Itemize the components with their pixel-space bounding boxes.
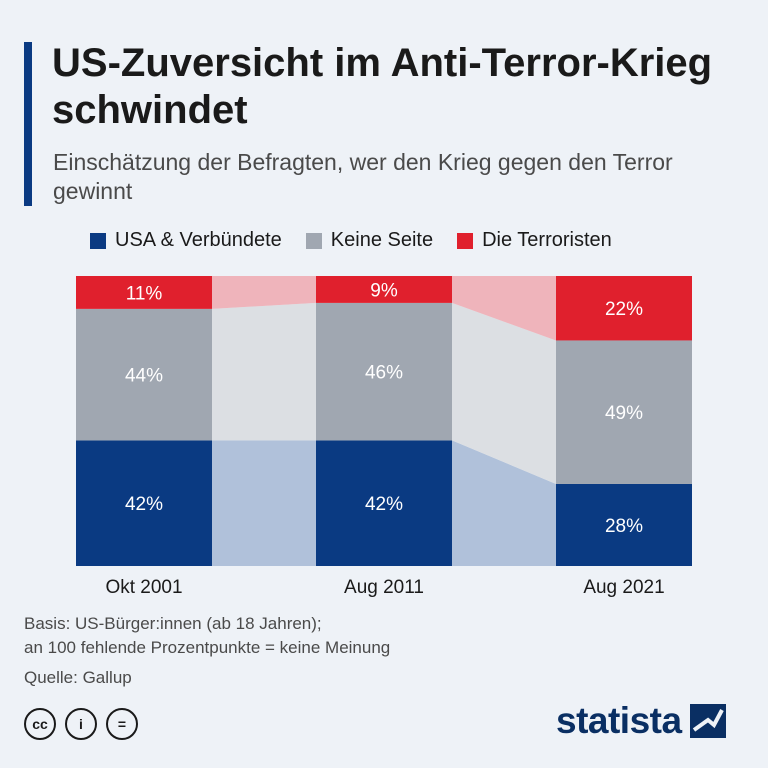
connector-band <box>452 276 556 341</box>
bar-segment <box>76 440 212 566</box>
by-icon[interactable]: i <box>65 708 97 740</box>
statista-logo[interactable]: statista <box>556 700 726 742</box>
x-tick-label: Aug 2021 <box>583 577 664 598</box>
chart-legend: USA & Verbündete Keine Seite Die Terrori… <box>90 229 636 252</box>
bar-segment <box>76 276 212 309</box>
connector-band <box>212 302 316 441</box>
title-accent-bar <box>24 42 32 206</box>
legend-label-keine-seite: Keine Seite <box>330 229 434 251</box>
bar-segment <box>316 440 452 566</box>
license-icons: cc i = <box>24 708 147 740</box>
legend-item-keine-seite: Keine Seite <box>305 229 434 252</box>
data-label: 11% <box>126 283 163 304</box>
connector-band <box>212 440 316 566</box>
bar-segment <box>76 308 212 441</box>
legend-label-terroristen: Die Terroristen <box>482 229 612 251</box>
legend-item-terroristen: Die Terroristen <box>457 229 612 252</box>
chart-footer: Basis: US-Bürger:innen (ab 18 Jahren); a… <box>24 612 390 690</box>
cc-icon[interactable]: cc <box>24 708 56 740</box>
bar-segment <box>556 340 692 484</box>
statista-logo-icon <box>689 704 726 738</box>
bar-segment <box>556 483 692 566</box>
legend-swatch-keine-seite <box>305 232 322 249</box>
bar-segment <box>316 302 452 441</box>
data-label: 49% <box>605 403 643 424</box>
data-label: 44% <box>125 366 163 387</box>
data-label: 9% <box>370 280 398 301</box>
data-label: 46% <box>365 363 403 384</box>
page-subtitle: Einschätzung der Befragten, wer den Krie… <box>53 149 673 204</box>
nd-icon[interactable]: = <box>106 708 138 740</box>
legend-swatch-usa <box>90 232 106 249</box>
data-label: 22% <box>605 299 643 320</box>
stacked-bar-chart: 42% 44% 11% Okt 2001 42% 46% 9% Aug 2011 28% 49% 2… <box>76 276 692 598</box>
legend-label-usa: USA & Verbündete <box>115 229 282 251</box>
page-title: US-Zuversicht im Anti-Terror-Krieg schwi… <box>52 41 713 132</box>
legend-swatch-terroristen <box>457 232 474 249</box>
legend-item-usa: USA & Verbündete <box>90 229 282 252</box>
data-label: 28% <box>605 516 643 537</box>
source-note: Quelle: Gallup <box>24 668 132 687</box>
bar-segment <box>316 276 452 303</box>
data-label: 42% <box>125 494 163 515</box>
logo-text: statista <box>556 700 682 741</box>
bar-segment <box>556 276 692 341</box>
footnote-missing: an 100 fehlende Prozentpunkte = keine Me… <box>24 638 391 657</box>
connector-band <box>452 302 556 484</box>
x-tick-label: Aug 2011 <box>344 577 424 598</box>
data-label: 42% <box>365 494 403 515</box>
connector-band <box>212 276 316 309</box>
connector-band <box>452 440 556 566</box>
x-tick-label: Okt 2001 <box>105 577 182 598</box>
footnote-basis: Basis: US-Bürger:innen (ab 18 Jahren); <box>24 614 322 633</box>
